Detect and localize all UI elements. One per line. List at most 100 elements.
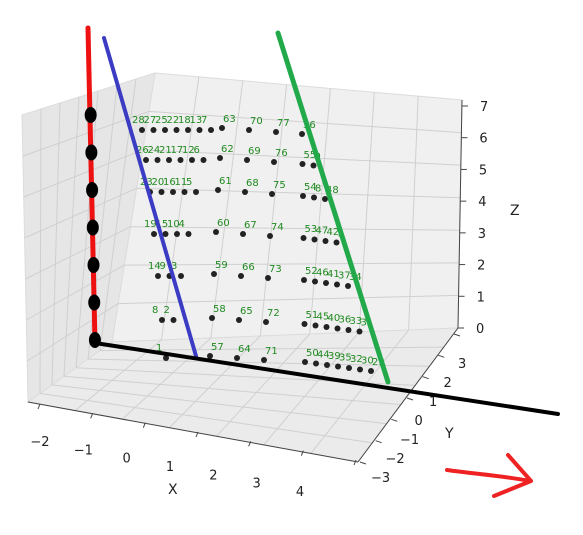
data-point: [173, 127, 180, 133]
data-point: [215, 187, 221, 193]
z-axis-label: Z: [510, 203, 520, 219]
data-point-label: 46: [316, 268, 329, 279]
data-point-label: 28: [132, 115, 145, 126]
data-point: [271, 159, 277, 165]
data-point: [356, 328, 363, 335]
data-point-label: 57: [211, 342, 224, 353]
y-tick-mark: [422, 376, 429, 380]
data-point: [162, 231, 169, 237]
data-point: [301, 321, 308, 327]
data-point-label: 64: [238, 344, 251, 355]
data-point: [196, 127, 203, 133]
data-point-label: 48: [326, 185, 339, 196]
data-point: [302, 359, 308, 365]
data-point: [189, 157, 195, 163]
data-point-label: 6: [194, 145, 200, 156]
gridline: [142, 149, 461, 166]
data-point-label: 62: [221, 144, 234, 155]
data-point-label: 35: [339, 353, 352, 364]
data-point-label: 15: [156, 219, 169, 230]
data-point: [213, 229, 219, 235]
data-point: [208, 127, 214, 133]
data-point: [273, 129, 279, 135]
y-tick-mark: [391, 418, 398, 422]
data-point-label: 9: [160, 261, 166, 272]
data-point-label: 7: [201, 115, 207, 126]
data-point: [158, 189, 165, 195]
data-point-label: 1: [156, 343, 162, 354]
data-point-label: 18: [178, 115, 191, 126]
y-tick-label: 2: [444, 376, 452, 391]
data-point-label: 19: [144, 219, 157, 230]
data-point-label: 44: [317, 350, 330, 361]
x-tick-mark: [90, 413, 94, 419]
data-point-label: 70: [250, 116, 263, 127]
data-point: [236, 317, 242, 323]
data-point: [313, 360, 319, 367]
data-point-label: 8: [152, 305, 158, 316]
data-point-label: 33: [350, 316, 363, 327]
data-point-label: 74: [271, 222, 284, 233]
gridline: [87, 358, 430, 367]
data-point: [219, 125, 225, 131]
z-tick-label: 2: [477, 259, 485, 274]
data-point: [322, 238, 329, 244]
data-point: [193, 189, 199, 195]
data-point-label: 52: [305, 266, 318, 277]
y-tick-mark: [375, 440, 382, 444]
red-line-point: [85, 144, 98, 161]
data-point-label: 11: [175, 177, 188, 188]
gridline: [408, 96, 419, 331]
gridline: [39, 392, 373, 444]
z-tick-label: 4: [478, 195, 486, 210]
data-point: [299, 161, 306, 167]
data-point-label: 4: [179, 219, 185, 230]
gridline: [23, 149, 143, 198]
data-point: [185, 127, 191, 133]
data-point-label: 17: [171, 145, 184, 156]
gridlines: [22, 76, 462, 454]
x-tick-label: 0: [123, 452, 131, 467]
data-point-label: 36: [339, 315, 352, 326]
data-point-label: 71: [265, 346, 278, 357]
z-axis-line: [457, 99, 463, 329]
y-tick-label: 3: [458, 357, 466, 372]
y-tick-label: −3: [371, 471, 390, 486]
data-point-label: 41: [327, 269, 340, 280]
data-point-label: 3: [171, 261, 177, 272]
x-tick-label: −2: [30, 435, 49, 450]
y-tick-mark: [438, 354, 445, 358]
data-point: [155, 273, 161, 279]
data-point-label: 40: [328, 313, 341, 324]
data-point: [357, 366, 363, 373]
data-point: [261, 357, 267, 363]
data-point: [345, 283, 351, 289]
data-point: [170, 317, 177, 323]
data-point-label: 73: [269, 264, 282, 275]
data-point-label: 14: [148, 261, 161, 272]
data-point-label: 21: [159, 145, 172, 156]
data-point-label: 32: [350, 354, 363, 365]
z-tick-label: 3: [478, 227, 486, 242]
data-point: [238, 273, 244, 279]
data-point-label: 51: [306, 310, 319, 321]
x-tick-label: 3: [253, 477, 261, 492]
x-tick-label: −1: [74, 443, 93, 458]
data-points: 2827252218137637077362624211712662697655…: [132, 114, 385, 374]
data-point: [346, 365, 352, 371]
overlay-lines: [84, 25, 560, 416]
data-point: [200, 157, 207, 163]
z-tick-label: 1: [477, 290, 485, 305]
data-point: [139, 127, 145, 133]
data-point-label: 39: [328, 351, 341, 362]
data-point-label: 20: [152, 177, 165, 188]
data-point: [263, 319, 269, 325]
data-point-label: 8: [315, 184, 321, 195]
black-line: [93, 341, 560, 416]
data-point-label: 22: [167, 115, 180, 126]
data-point: [300, 235, 307, 241]
gridline: [39, 108, 42, 394]
z-tick-label: 6: [479, 132, 487, 147]
gridline: [263, 331, 360, 446]
